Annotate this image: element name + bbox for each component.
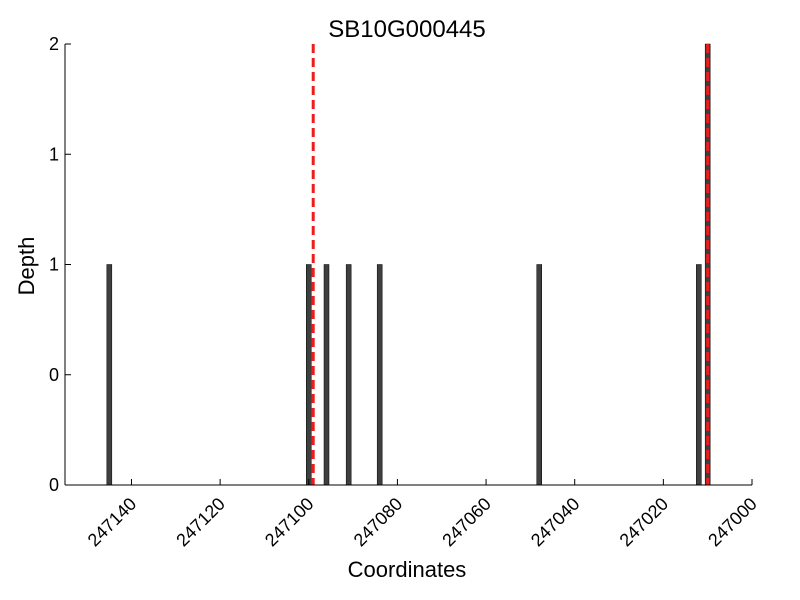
chart-title: SB10G000445 (328, 16, 485, 43)
x-tick-label-7: 247000 (704, 494, 761, 551)
bar-7 (704, 43, 711, 486)
x-tick-label-4: 247060 (438, 494, 495, 551)
bar-0 (106, 264, 113, 486)
bar-5 (536, 264, 543, 486)
bar-4 (376, 264, 383, 486)
x-tick-label-2: 247100 (261, 494, 318, 551)
bar-6 (696, 264, 702, 486)
y-ticks-group: 0 0 1 1 2 (49, 34, 71, 495)
x-tick-label-6: 247020 (616, 494, 673, 551)
bar-2 (323, 264, 330, 486)
bar-1 (306, 264, 312, 486)
bar-3 (345, 264, 352, 486)
x-tick-label-1: 247120 (172, 494, 229, 551)
x-ticks-group: 247140 247120 247100 247080 247060 247040 2470… (84, 479, 761, 550)
y-tick-label-0: 0 (49, 475, 59, 495)
y-tick-label-1: 0 (49, 365, 59, 385)
y-tick-label-2: 1 (49, 255, 59, 275)
y-tick-label-3: 1 (49, 144, 59, 164)
y-tick-label-4: 2 (49, 34, 59, 54)
x-tick-label-5: 247040 (527, 494, 584, 551)
x-tick-label-0: 247140 (84, 494, 141, 551)
bars-group (106, 43, 711, 486)
y-axis-label: Depth (14, 237, 39, 296)
markers-group (311, 44, 710, 485)
x-tick-label-3: 247080 (350, 494, 407, 551)
x-axis-label: Coordinates (348, 557, 467, 582)
